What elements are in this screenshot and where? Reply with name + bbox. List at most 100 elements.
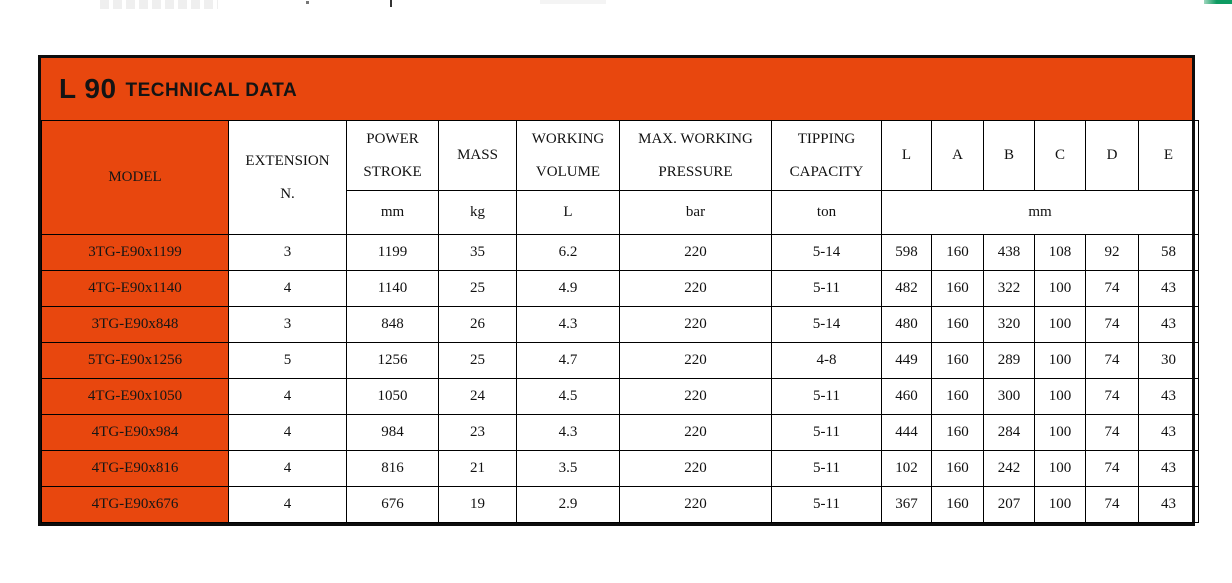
cell-max-working-pressure: 220 <box>619 234 772 271</box>
cell-dim-e: 58 <box>1138 234 1199 271</box>
cell-model: 3TG-E90x1199 <box>41 234 229 271</box>
cell-dim-c: 100 <box>1034 486 1086 523</box>
cell-extension-n: 4 <box>228 486 347 523</box>
cell-dim-l: 449 <box>881 342 932 379</box>
cell-dim-a: 160 <box>931 378 984 415</box>
cell-dim-e: 43 <box>1138 306 1199 343</box>
series-title: L 90 <box>59 73 117 104</box>
cell-dim-c: 100 <box>1034 306 1086 343</box>
cell-dim-d: 74 <box>1085 450 1139 487</box>
cell-dim-l: 480 <box>881 306 932 343</box>
table-row: 4TG-E90x676 4 676 19 2.9 220 5-11 367 160 207 100 7… <box>41 486 1199 523</box>
cell-mass: 21 <box>438 450 517 487</box>
cell-model: 4TG-E90x1050 <box>41 378 229 415</box>
column-header-power-stroke: POWER STROKE <box>346 120 439 191</box>
cell-mass: 25 <box>438 270 517 307</box>
column-header-dim-l: L <box>881 120 932 191</box>
max-working-pressure-header-line2: PRESSURE <box>658 163 733 180</box>
cell-dim-e: 43 <box>1138 378 1199 415</box>
column-header-working-volume: WORKING VOLUME <box>516 120 620 191</box>
column-header-dim-b: B <box>983 120 1035 191</box>
cell-extension-n: 3 <box>228 306 347 343</box>
technical-data-sheet: L 90 TECHNICAL DATA MODEL EXTENSION N. P… <box>38 55 1199 526</box>
cell-dim-b: 322 <box>983 270 1035 307</box>
unit-max-working-pressure: bar <box>619 190 772 235</box>
technical-data-table: MODEL EXTENSION N. POWER STROKE MASS WOR… <box>41 120 1199 523</box>
column-header-extension: EXTENSION N. <box>228 120 347 235</box>
tipping-capacity-header-line2: CAPACITY <box>789 163 864 180</box>
table-row: 4TG-E90x1050 4 1050 24 4.5 220 5-11 460 160 300 10… <box>41 378 1199 415</box>
page-edge-dot-artifact <box>306 1 309 4</box>
cell-working-volume: 2.9 <box>516 486 620 523</box>
cell-max-working-pressure: 220 <box>619 486 772 523</box>
table-row: 3TG-E90x1199 3 1199 35 6.2 220 5-14 598 160 438 10… <box>41 234 1199 271</box>
cell-tipping-capacity: 5-14 <box>771 234 882 271</box>
cell-mass: 19 <box>438 486 517 523</box>
cell-power-stroke: 676 <box>346 486 439 523</box>
page-edge-tick-artifact <box>390 0 392 7</box>
column-header-max-working-pressure: MAX. WORKING PRESSURE <box>619 120 772 191</box>
cell-extension-n: 5 <box>228 342 347 379</box>
cell-working-volume: 4.7 <box>516 342 620 379</box>
cell-mass: 26 <box>438 306 517 343</box>
cell-tipping-capacity: 5-11 <box>771 270 882 307</box>
cell-dim-l: 482 <box>881 270 932 307</box>
power-stroke-header-line2: STROKE <box>363 163 422 180</box>
cell-max-working-pressure: 220 <box>619 342 772 379</box>
cell-power-stroke: 1140 <box>346 270 439 307</box>
cell-mass: 25 <box>438 342 517 379</box>
table-row: 5TG-E90x1256 5 1256 25 4.7 220 4-8 449 160 289 100… <box>41 342 1199 379</box>
cell-dim-d: 74 <box>1085 414 1139 451</box>
cell-dim-e: 30 <box>1138 342 1199 379</box>
cell-extension-n: 4 <box>228 270 347 307</box>
cell-power-stroke: 984 <box>346 414 439 451</box>
cell-dim-a: 160 <box>931 486 984 523</box>
cell-power-stroke: 848 <box>346 306 439 343</box>
cell-dim-b: 284 <box>983 414 1035 451</box>
cell-mass: 23 <box>438 414 517 451</box>
cropped-logo-artifact <box>100 0 218 9</box>
power-stroke-header-line1: POWER <box>366 130 419 147</box>
cell-extension-n: 4 <box>228 450 347 487</box>
column-header-dim-d: D <box>1085 120 1139 191</box>
cell-dim-a: 160 <box>931 270 984 307</box>
cell-max-working-pressure: 220 <box>619 306 772 343</box>
cell-dim-b: 438 <box>983 234 1035 271</box>
cell-dim-c: 100 <box>1034 450 1086 487</box>
cell-dim-d: 92 <box>1085 234 1139 271</box>
cell-dim-l: 367 <box>881 486 932 523</box>
cell-dim-a: 160 <box>931 306 984 343</box>
cell-dim-d: 74 <box>1085 342 1139 379</box>
cell-extension-n: 4 <box>228 378 347 415</box>
cell-dim-e: 43 <box>1138 270 1199 307</box>
cell-max-working-pressure: 220 <box>619 270 772 307</box>
column-header-dim-e: E <box>1138 120 1199 191</box>
cell-model: 4TG-E90x676 <box>41 486 229 523</box>
cell-working-volume: 4.5 <box>516 378 620 415</box>
cell-tipping-capacity: 5-11 <box>771 414 882 451</box>
cell-dim-e: 43 <box>1138 486 1199 523</box>
cell-power-stroke: 816 <box>346 450 439 487</box>
cell-dim-e: 43 <box>1138 414 1199 451</box>
cell-dim-d: 74 <box>1085 378 1139 415</box>
column-header-dim-a: A <box>931 120 984 191</box>
unit-mass: kg <box>438 190 517 235</box>
cell-extension-n: 4 <box>228 414 347 451</box>
working-volume-header-line1: WORKING <box>531 130 605 147</box>
cell-dim-l: 460 <box>881 378 932 415</box>
cell-dim-c: 100 <box>1034 414 1086 451</box>
cell-dim-c: 100 <box>1034 270 1086 307</box>
cell-dim-a: 160 <box>931 414 984 451</box>
cell-dim-l: 102 <box>881 450 932 487</box>
cell-dim-c: 100 <box>1034 378 1086 415</box>
table-row: 4TG-E90x1140 4 1140 25 4.9 220 5-11 482 160 322 10… <box>41 270 1199 307</box>
column-header-tipping-capacity: TIPPING CAPACITY <box>771 120 882 191</box>
max-working-pressure-header-line1: MAX. WORKING <box>638 130 753 147</box>
column-header-mass: MASS <box>438 120 517 191</box>
table-row: 4TG-E90x984 4 984 23 4.3 220 5-11 444 160 284 100 7… <box>41 414 1199 451</box>
cell-tipping-capacity: 5-11 <box>771 450 882 487</box>
cell-working-volume: 4.3 <box>516 306 620 343</box>
cell-dim-b: 207 <box>983 486 1035 523</box>
page-edge-smudge-artifact <box>540 0 606 4</box>
cell-dim-d: 74 <box>1085 270 1139 307</box>
